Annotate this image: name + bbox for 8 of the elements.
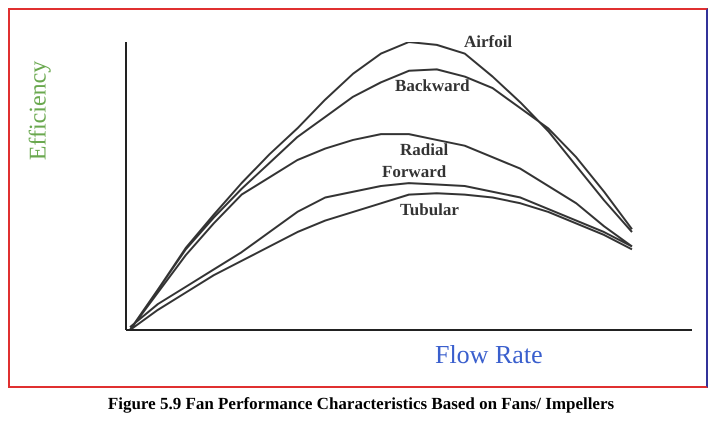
series-label: Tubular bbox=[400, 200, 459, 220]
series-label: Radial bbox=[400, 140, 448, 160]
x-axis-title: Flow Rate bbox=[435, 340, 543, 370]
y-axis-title: Efficiency bbox=[26, 60, 52, 160]
series-label: Backward bbox=[395, 76, 470, 96]
series-label: Forward bbox=[382, 162, 446, 182]
series-label: Airfoil bbox=[464, 32, 512, 52]
text: Figure 5.9 Fan Performance Characteristics Based on Fans/ Impellers bbox=[106, 394, 616, 414]
